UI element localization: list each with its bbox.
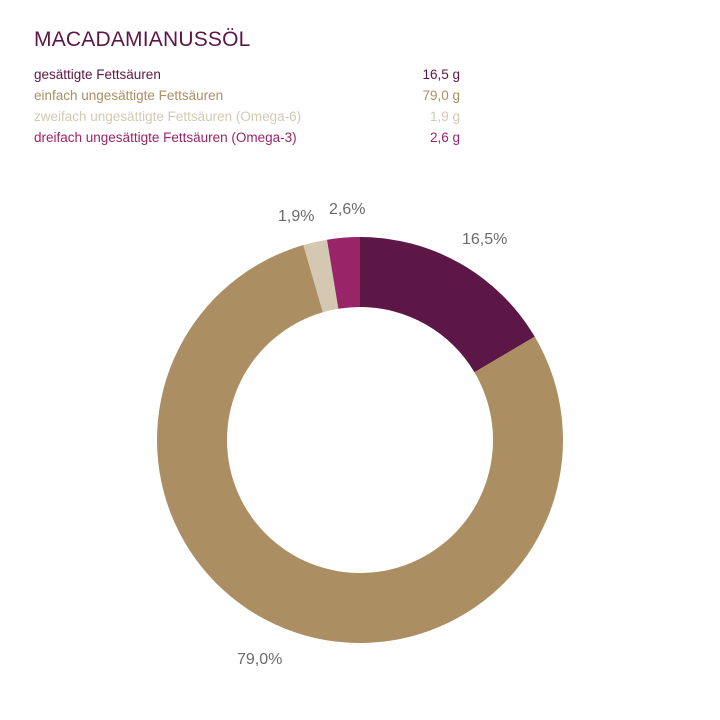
- data-label-saturated: 16,5%: [462, 231, 507, 248]
- slice-saturated: [360, 237, 535, 373]
- legend-row-omega3: dreifach ungesättigte Fettsäuren (Omega-…: [34, 127, 460, 148]
- legend-value: 79,0 g: [422, 88, 460, 103]
- legend-value: 1,9 g: [429, 109, 460, 124]
- legend-value: 16,5 g: [422, 67, 460, 82]
- legend-label: dreifach ungesättigte Fettsäuren (Omega-…: [34, 130, 297, 145]
- legend-value: 2,6 g: [429, 130, 460, 145]
- legend-label: zweifach ungesättigte Fettsäuren (Omega-…: [34, 109, 302, 124]
- legend: gesättigte Fettsäuren 16,5 g einfach ung…: [34, 64, 460, 148]
- slice-omega3: [326, 237, 360, 309]
- legend-row-monounsaturated: einfach ungesättigte Fettsäuren 79,0 g: [34, 85, 460, 106]
- chart-title: MACADAMIANUSSÖL: [34, 28, 251, 51]
- slice-monounsaturated: [157, 245, 564, 644]
- legend-row-omega6: zweifach ungesättigte Fettsäuren (Omega-…: [34, 106, 460, 127]
- slice-omega6: [303, 239, 339, 313]
- data-label-monounsaturated: 79,0%: [237, 651, 282, 668]
- legend-label: einfach ungesättigte Fettsäuren: [34, 88, 224, 103]
- data-label-omega3: 2,6%: [329, 201, 365, 218]
- legend-row-saturated: gesättigte Fettsäuren 16,5 g: [34, 64, 460, 85]
- donut-slices: [157, 237, 564, 644]
- legend-label: gesättigte Fettsäuren: [34, 67, 161, 82]
- data-label-omega6: 1,9%: [278, 208, 314, 225]
